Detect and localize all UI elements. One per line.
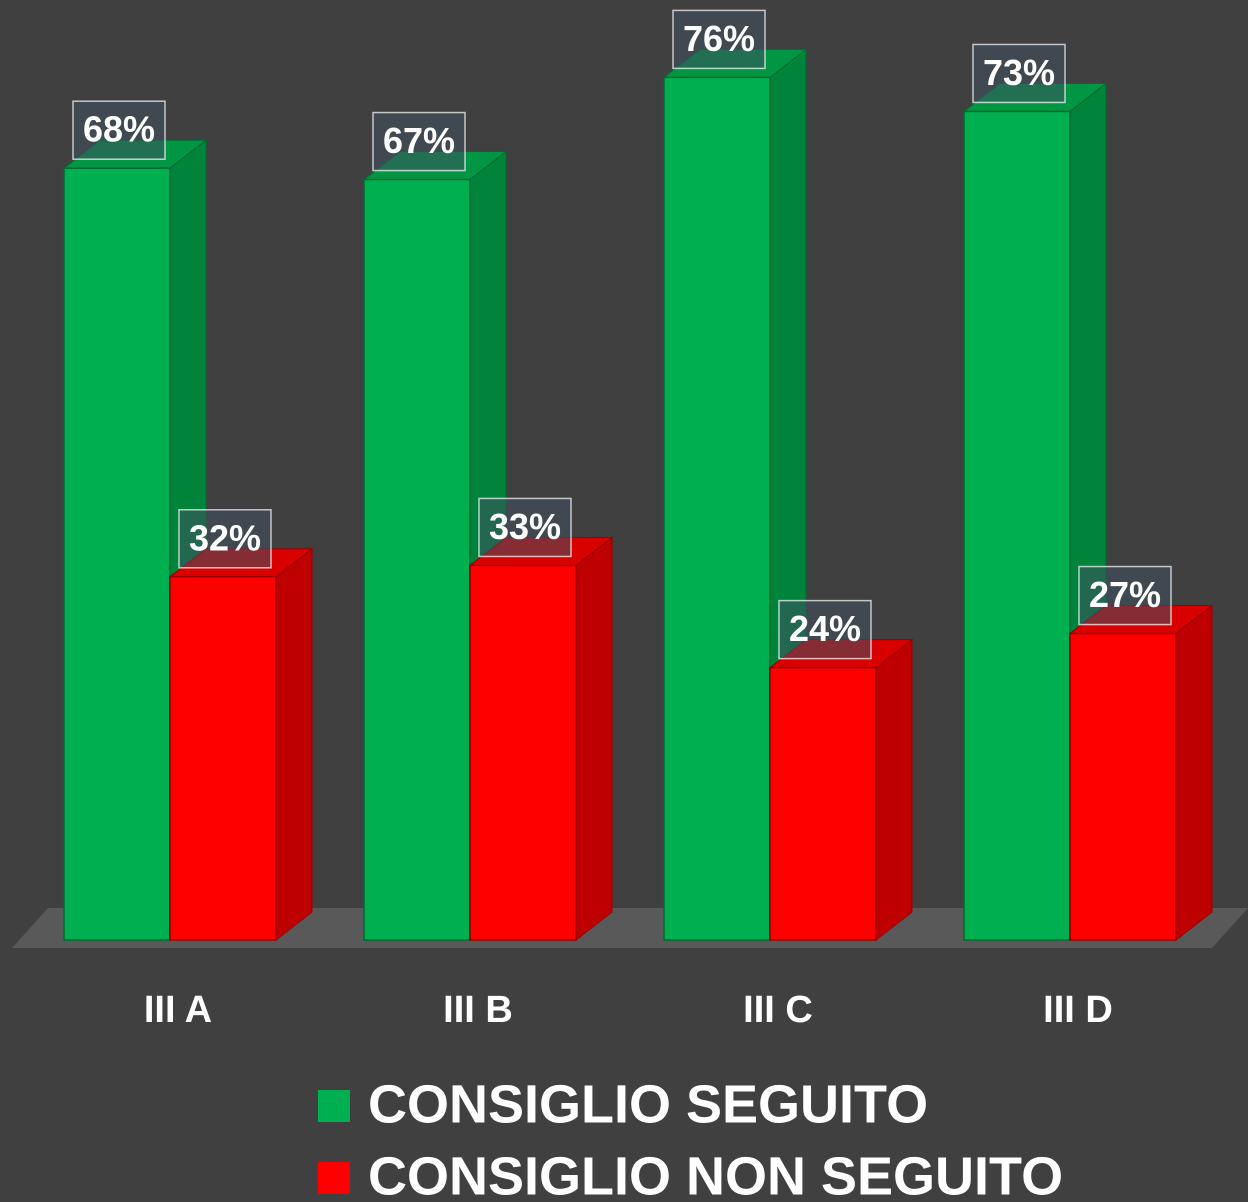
value-label-box: [372, 111, 466, 172]
value-label: 68%: [83, 109, 155, 150]
bar: [1069, 632, 1177, 941]
legend-label: CONSIGLIO SEGUITO: [368, 1074, 928, 1134]
x-tick-label: III B: [443, 989, 513, 1031]
value-label: 33%: [489, 506, 561, 547]
value-label: 27%: [1089, 574, 1161, 615]
bar: [769, 666, 877, 941]
bar: [63, 167, 171, 941]
bar-side: [275, 547, 313, 942]
legend-swatch: [318, 1162, 350, 1194]
bar-side: [875, 638, 913, 942]
bar: [963, 110, 1071, 941]
bar: [663, 76, 771, 941]
value-label-box: [478, 497, 572, 558]
x-tick-label: III D: [1043, 989, 1113, 1031]
value-label: 73%: [983, 52, 1055, 93]
x-tick-label: III A: [144, 989, 212, 1031]
floor: [12, 908, 1248, 948]
x-tick-label: III C: [743, 989, 813, 1031]
bar: [469, 564, 577, 941]
value-label: 67%: [383, 120, 455, 161]
value-label-box: [778, 599, 872, 660]
bar: [363, 178, 471, 941]
value-label: 24%: [789, 608, 861, 649]
legend-swatch: [318, 1090, 350, 1122]
legend-label: CONSIGLIO NON SEGUITO: [368, 1146, 1063, 1202]
value-label: 76%: [683, 18, 755, 59]
bar-side: [1175, 604, 1213, 942]
value-label-box: [672, 9, 766, 70]
bar-side: [575, 536, 613, 942]
value-label-box: [972, 43, 1066, 104]
value-label: 32%: [189, 517, 261, 558]
value-label-box: [1078, 565, 1172, 626]
value-label-box: [178, 509, 272, 569]
value-label-box: [72, 100, 166, 160]
bar: [169, 576, 277, 941]
